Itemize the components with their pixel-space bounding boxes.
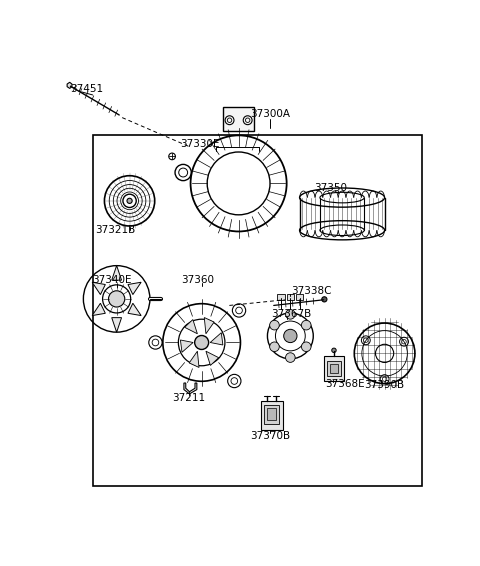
Polygon shape bbox=[189, 351, 199, 367]
Polygon shape bbox=[128, 282, 141, 294]
Text: 37370B: 37370B bbox=[250, 431, 290, 441]
Circle shape bbox=[286, 353, 295, 362]
Polygon shape bbox=[185, 320, 197, 334]
Polygon shape bbox=[112, 265, 121, 280]
Text: 37300A: 37300A bbox=[250, 109, 290, 119]
Bar bbox=[267, 408, 276, 420]
Bar bbox=[261, 401, 283, 430]
Bar bbox=[327, 361, 341, 376]
Circle shape bbox=[301, 320, 311, 330]
Bar bbox=[93, 135, 421, 486]
Text: 37390B: 37390B bbox=[364, 380, 404, 390]
Polygon shape bbox=[204, 318, 214, 334]
Text: 37338C: 37338C bbox=[291, 286, 332, 296]
Circle shape bbox=[270, 320, 279, 330]
Polygon shape bbox=[180, 340, 193, 352]
Text: 37367B: 37367B bbox=[271, 309, 312, 319]
Bar bbox=[330, 365, 337, 373]
Bar bbox=[277, 294, 285, 300]
Bar bbox=[324, 355, 344, 381]
Circle shape bbox=[301, 342, 311, 351]
Circle shape bbox=[270, 342, 279, 351]
Polygon shape bbox=[67, 82, 72, 88]
Text: 37360: 37360 bbox=[181, 275, 214, 285]
Text: 37321B: 37321B bbox=[95, 225, 135, 235]
Bar bbox=[287, 294, 294, 300]
Circle shape bbox=[322, 297, 327, 302]
Polygon shape bbox=[210, 333, 223, 345]
Polygon shape bbox=[184, 383, 197, 394]
Polygon shape bbox=[92, 303, 105, 316]
Polygon shape bbox=[92, 282, 105, 294]
Text: 37451: 37451 bbox=[71, 84, 104, 94]
Text: 37368E: 37368E bbox=[325, 379, 365, 389]
Circle shape bbox=[195, 336, 209, 349]
Bar bbox=[223, 107, 254, 131]
Circle shape bbox=[284, 329, 297, 342]
Circle shape bbox=[286, 310, 295, 319]
Circle shape bbox=[127, 198, 132, 203]
Bar bbox=[264, 405, 279, 424]
Text: 37340E: 37340E bbox=[92, 275, 132, 285]
Circle shape bbox=[108, 291, 125, 307]
Polygon shape bbox=[112, 318, 121, 332]
Circle shape bbox=[332, 348, 336, 353]
Polygon shape bbox=[128, 303, 141, 316]
Text: 37330E: 37330E bbox=[180, 139, 219, 149]
Polygon shape bbox=[206, 351, 219, 366]
Text: 37211: 37211 bbox=[172, 393, 205, 403]
Text: 37350: 37350 bbox=[314, 183, 348, 193]
Bar bbox=[296, 294, 303, 300]
